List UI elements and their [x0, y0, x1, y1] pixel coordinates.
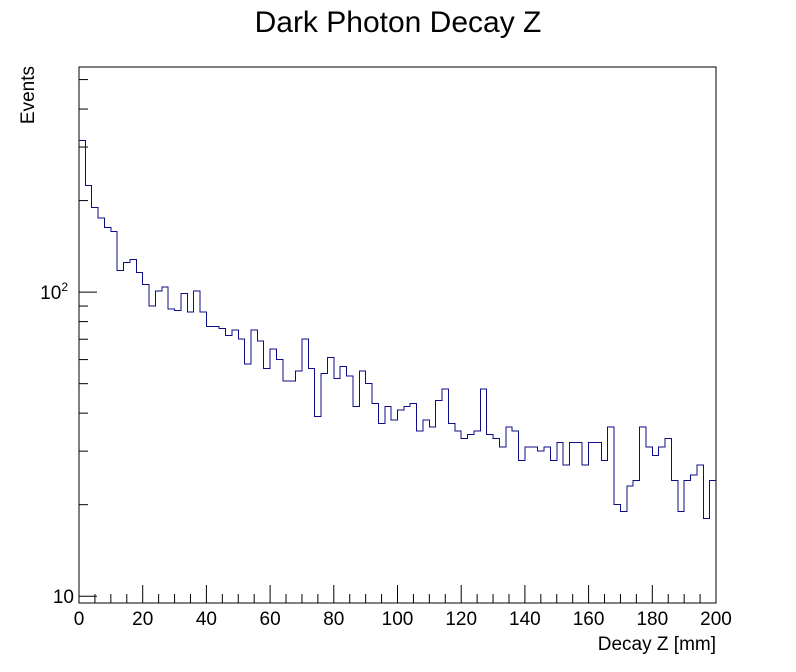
x-tick-label: 200 — [700, 609, 732, 630]
x-tick-label: 80 — [323, 609, 344, 630]
plot-frame — [78, 66, 717, 604]
x-axis-label: Decay Z [mm] — [598, 634, 716, 655]
x-tick-label: 160 — [573, 609, 605, 630]
x-tick-label: 40 — [196, 609, 217, 630]
chart-title: Dark Photon Decay Z — [255, 6, 542, 39]
y-tick-label: 10 — [53, 587, 74, 608]
x-tick-label: 120 — [445, 609, 477, 630]
x-tick-label: 0 — [74, 609, 85, 630]
x-tick-label: 180 — [636, 609, 668, 630]
y-axis-label: Events — [18, 66, 39, 124]
histogram-series — [79, 140, 716, 520]
x-tick-label: 60 — [260, 609, 281, 630]
x-tick-label: 20 — [132, 609, 153, 630]
x-tick-label: 100 — [382, 609, 414, 630]
y-tick-label: 102 — [40, 280, 68, 304]
x-tick-label: 140 — [509, 609, 541, 630]
axes: 0 20 40 60 80 100 120 140 160 180 200 10 102 — [40, 66, 732, 630]
